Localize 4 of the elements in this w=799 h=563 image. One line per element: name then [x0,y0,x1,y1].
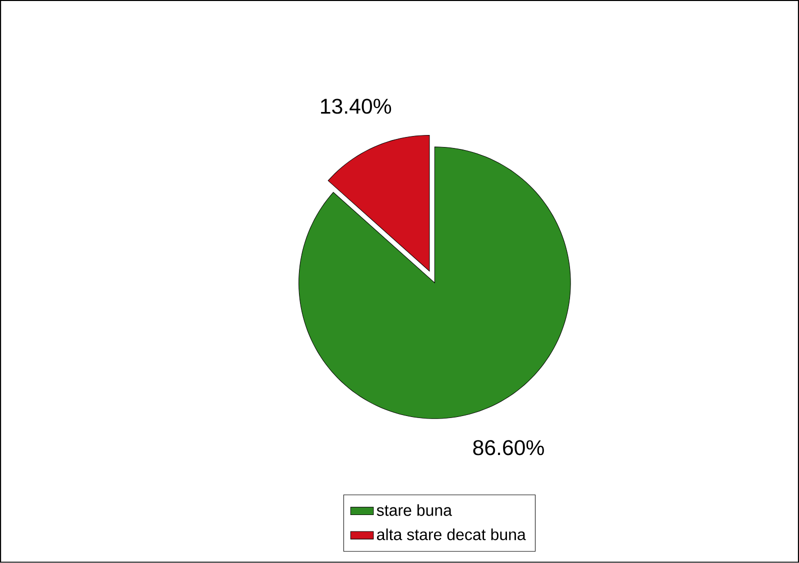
legend-label: stare buna [376,504,452,516]
data-label: 13.40% [321,98,392,114]
data-label: 86.60% [473,440,544,456]
legend-label: alta stare decat buna [377,528,526,540]
